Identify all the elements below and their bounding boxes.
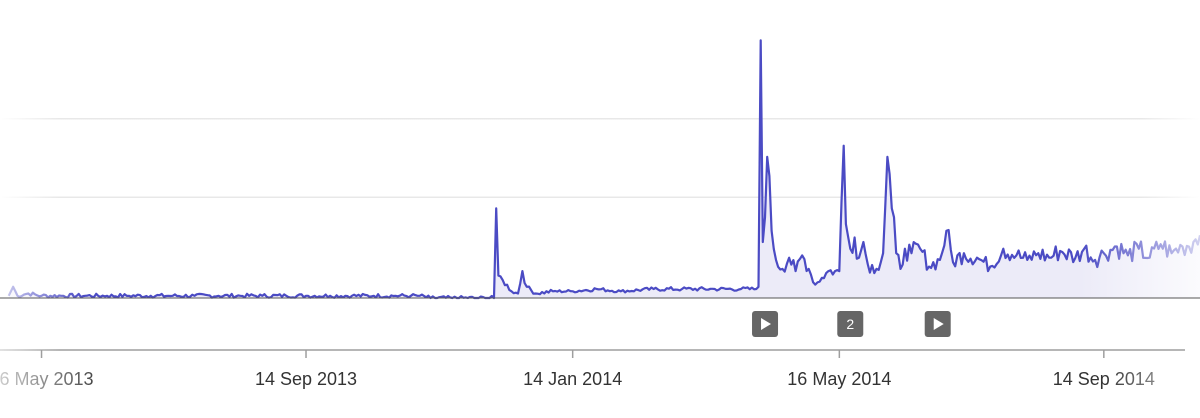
x-tick-label-4: 14 Sep 2014 [1053,369,1155,389]
play-icon [933,318,944,330]
series-area [8,40,1200,298]
x-tick-label-1: 14 Sep 2013 [255,369,357,389]
x-tick-label-3: 16 May 2014 [787,369,891,389]
annotation-marker-box[interactable] [837,311,864,337]
x-axis-ticks: 16 May 2013 14 Sep 2013 14 Jan 2014 16 May … [0,350,1155,389]
series-line [7,39,1200,300]
gridlines [0,118,1200,198]
x-tick-label-0: 16 May 2013 [0,369,94,389]
annotation-marker-1[interactable]: 2 [837,311,864,337]
annotation-marker-0[interactable] [752,311,779,337]
annotation-marker-label: 2 [846,316,854,332]
annotation-marker-2[interactable] [924,311,951,337]
play-icon [761,318,772,330]
x-tick-label-2: 14 Jan 2014 [523,369,622,389]
annotation-markers: 2 [752,311,951,337]
